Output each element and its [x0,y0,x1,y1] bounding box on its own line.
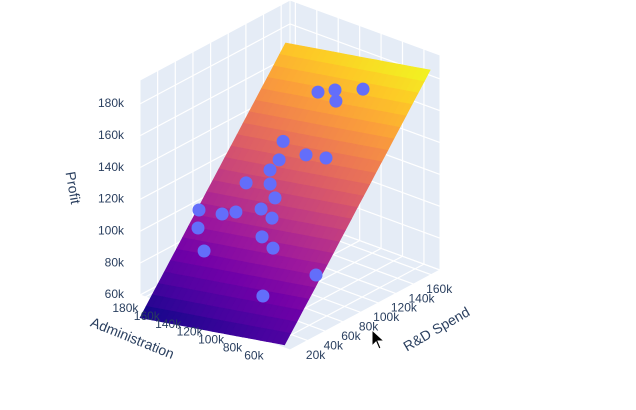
data-point [329,94,343,108]
data-point [229,205,243,219]
mouse-cursor [371,328,386,350]
data-point [266,241,280,255]
data-point [311,85,325,99]
tick-label: 140k [98,160,125,174]
data-point [268,191,282,205]
points-over [191,82,370,303]
surface-patch [278,331,292,346]
tick-label: 20k [306,348,326,362]
tick-label: 160k [426,282,453,296]
tick-label: 140k [408,291,435,305]
tick-label: 100k [98,223,125,237]
data-point [319,151,333,165]
tick-label: 120k [98,192,125,206]
data-point [356,82,370,96]
tick-label: 80k [359,320,379,334]
data-point [256,289,270,303]
tick-label: 180k [112,301,139,315]
z-grid-line [139,23,291,105]
tick-label: 100k [198,333,225,347]
tick-label: 160k [134,309,161,323]
tick-label: 80k [223,340,243,354]
data-point [197,244,211,258]
data-point [299,148,313,162]
z-axis-title: Profit [63,170,84,205]
tick-label: 60k [105,287,125,301]
tick-label: 140k [155,317,182,331]
tick-label: 60k [244,348,264,362]
tick-labels: 20k40k60k80k100k120k140k160k60k80k100k12… [98,96,453,362]
data-point [265,211,279,225]
tick-label: 160k [98,128,125,142]
data-point [276,134,290,148]
tick-label: 80k [105,255,125,269]
data-point [263,163,277,177]
tick-label: 120k [391,301,418,315]
data-point [254,202,268,216]
data-point [239,176,253,190]
tick-label: 120k [177,325,204,339]
data-point [192,203,206,217]
data-point [255,230,269,244]
tick-label: 60k [341,329,361,343]
data-point [215,207,229,221]
data-point [272,153,286,167]
data-point [309,268,323,282]
tick-label: 100k [373,310,400,324]
data-point [191,221,205,235]
y-grid-line [273,263,425,345]
tick-label: 180k [98,96,125,110]
z-grid-line [139,55,291,137]
tick-label: 40k [324,338,344,352]
data-point [263,177,277,191]
data-point [328,83,342,97]
